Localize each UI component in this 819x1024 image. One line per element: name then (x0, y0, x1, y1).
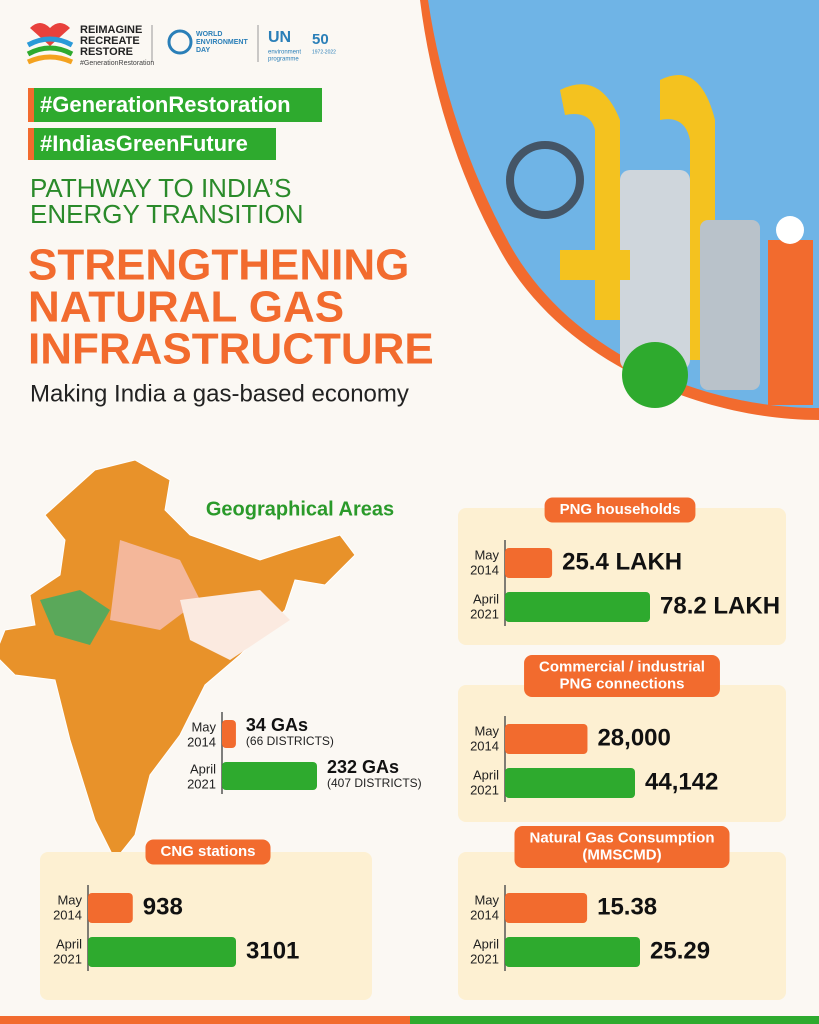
note: (407 DISTRICTS) (327, 776, 422, 790)
bar (505, 724, 588, 754)
photo (420, 0, 819, 420)
hashtag: #GenerationRestoration (40, 92, 291, 117)
title: STRENGTHENING (28, 241, 409, 290)
logo-text: RESTORE (80, 46, 133, 58)
period-label: April (190, 761, 216, 776)
panel-title: PNG households (560, 501, 681, 518)
period-label: April (473, 936, 499, 951)
hashtag-stripe (28, 88, 34, 122)
footer-stripe (0, 1016, 410, 1024)
wed-text: ENVIRONMENT (196, 39, 248, 46)
period-label: 2014 (187, 734, 216, 749)
panel-title: (MMSCMD) (582, 846, 661, 863)
panel-bg (40, 852, 372, 1000)
unep-text: programme (268, 57, 299, 63)
green-dot (622, 342, 688, 408)
panel-title: Natural Gas Consumption (529, 829, 714, 846)
value-label: 232 GAs (327, 757, 399, 777)
years: 1972-2022 (312, 49, 336, 55)
value-label: 938 (143, 893, 183, 920)
value-label: 28,000 (597, 724, 670, 751)
period-label: May (474, 723, 499, 738)
title: NATURAL GAS (28, 283, 344, 332)
hashtag: #IndiasGreenFuture (40, 131, 248, 156)
bar (88, 937, 236, 967)
value-label: 34 GAs (246, 715, 308, 735)
period-label: May (474, 547, 499, 562)
panel-title-bg (544, 497, 696, 523)
bar (505, 768, 635, 798)
value-label: 15.38 (597, 893, 657, 920)
fifty: 50 (312, 31, 329, 48)
value-label: 25.4 LAKH (562, 548, 682, 575)
period-label: 2014 (470, 907, 499, 922)
subtitle: Making India a gas-based economy (30, 380, 409, 407)
bar (505, 937, 640, 967)
value-label: 25.29 (650, 937, 710, 964)
panel-title: Geographical Areas (206, 498, 394, 520)
note: (66 DISTRICTS) (246, 734, 334, 748)
logo-text: REIMAGINE (80, 24, 142, 36)
period-label: May (191, 719, 216, 734)
logo-tag: #GenerationRestoration (80, 60, 154, 67)
bar (222, 720, 236, 748)
hashtag-stripe (28, 128, 34, 160)
panel-title: PNG connections (559, 675, 684, 692)
panel-title: CNG stations (160, 843, 255, 860)
footer-stripe (410, 1016, 819, 1024)
period-label: 2014 (53, 907, 82, 922)
title: INFRASTRUCTURE (28, 325, 434, 374)
period-label: 2021 (470, 782, 499, 797)
logo-text: RECREATE (80, 35, 140, 47)
period-label: April (473, 767, 499, 782)
logo-icon (26, 23, 259, 65)
hashtag-bg (28, 88, 322, 122)
panel-title-bg (145, 839, 271, 865)
period-label: 2021 (470, 951, 499, 966)
period-label: May (57, 892, 82, 907)
kicker: PATHWAY TO INDIA’S (30, 173, 292, 203)
period-label: 2014 (470, 738, 499, 753)
bar (505, 548, 553, 578)
hashtag-bg (28, 128, 276, 160)
unep-text: environment (268, 50, 301, 56)
panel-title-bg (524, 655, 720, 697)
period-label: April (56, 936, 82, 951)
bar (505, 893, 588, 923)
panel-title-bg (514, 826, 730, 868)
bar (88, 893, 133, 923)
bar (505, 592, 650, 622)
period-label: 2021 (470, 606, 499, 621)
un-text: UN (268, 29, 291, 46)
india-map (0, 459, 356, 861)
period-label: 2014 (470, 562, 499, 577)
panel-bg (458, 852, 786, 1000)
kicker: ENERGY TRANSITION (30, 199, 304, 229)
value-label: 44,142 (645, 768, 718, 795)
period-label: May (474, 892, 499, 907)
bar (222, 762, 317, 790)
period-label: 2021 (53, 951, 82, 966)
period-label: April (473, 591, 499, 606)
period-label: 2021 (187, 776, 216, 791)
value-label: 78.2 LAKH (660, 592, 780, 619)
panel-title: Commercial / industrial (539, 658, 705, 675)
value-label: 3101 (246, 937, 299, 964)
wed-text: DAY (196, 47, 210, 54)
wed-text: WORLD (196, 31, 222, 38)
